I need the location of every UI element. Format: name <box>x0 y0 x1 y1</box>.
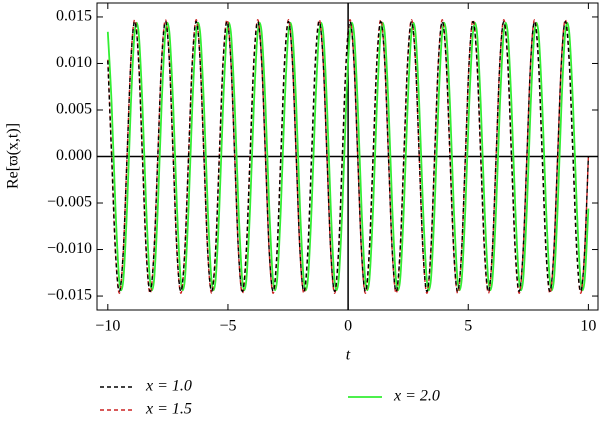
legend-label: x = 1.0 <box>145 378 192 395</box>
y-tick-label: 0.000 <box>56 147 92 164</box>
x-tick-label: 0 <box>344 318 352 335</box>
series-line <box>107 20 590 293</box>
y-tick-label: −0.010 <box>47 240 92 257</box>
y-tick-label: 0.015 <box>56 8 92 25</box>
y-tick-label: 0.010 <box>56 54 92 71</box>
x-tick-label: 5 <box>464 318 472 335</box>
x-tick-label: 10 <box>580 318 596 335</box>
x-tick-label: −10 <box>95 318 120 335</box>
plot-frame <box>96 2 599 311</box>
legend-label: x = 2.0 <box>393 388 440 405</box>
legend-label: x = 1.5 <box>145 401 192 418</box>
y-tick-label: 0.005 <box>56 101 92 118</box>
y-axis-label: Re[ϖ(x,t)] <box>5 123 22 189</box>
x-tick-label: −5 <box>219 318 236 335</box>
series-line <box>106 21 590 292</box>
y-tick-label: −0.015 <box>47 287 92 304</box>
x-axis-label: t <box>346 347 351 364</box>
y-tick-label: −0.005 <box>47 194 92 211</box>
